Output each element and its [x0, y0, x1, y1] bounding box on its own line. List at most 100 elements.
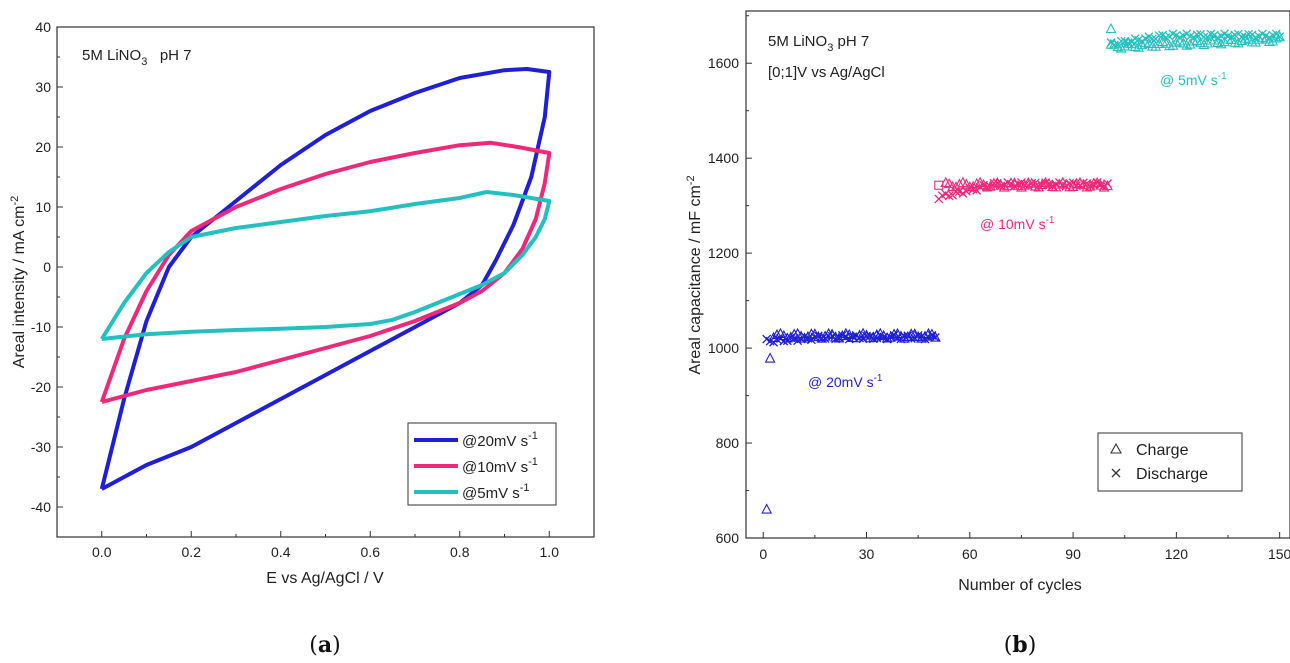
panel-a-series-line	[100, 190, 552, 341]
panel-b-legend: Charge Discharge	[1097, 432, 1243, 492]
panel-b-y-tick-label: 1400	[708, 150, 739, 166]
discharge-point	[772, 334, 782, 344]
panel-a-x-tick-label: 1.0	[540, 544, 560, 560]
panel-b-frame	[745, 10, 1290, 539]
charge-point	[1229, 36, 1241, 47]
panel-a-y-tick-label: -20	[31, 379, 51, 395]
charge-point	[1115, 42, 1127, 53]
panel-a-x-tick-label: 0.4	[271, 544, 291, 560]
charge-point	[1188, 35, 1200, 46]
discharge-point	[1027, 178, 1037, 188]
charge-point	[802, 330, 814, 342]
discharge-point	[951, 187, 961, 197]
panel-a-y-tick-label: -10	[31, 319, 51, 335]
charge-point	[1153, 37, 1165, 48]
charge-point	[1215, 38, 1227, 49]
panel-a-legend-label: @10mV s-1	[462, 456, 538, 476]
panel-a-x-tick-label: 0.8	[450, 544, 470, 560]
panel-b-x-tick-label: 90	[1065, 546, 1081, 562]
panel-a-y-tick-label: 0	[43, 259, 51, 275]
discharge-point	[930, 333, 940, 342]
panel-b-legend-label: Charge	[1136, 442, 1189, 459]
charge-point	[1170, 36, 1182, 47]
panel-b-segment-label: @ 5mV s-1	[1160, 71, 1227, 88]
charge-point	[1236, 34, 1248, 45]
panel-b-segment-label: @ 10mV s-1	[980, 215, 1055, 232]
panel-b-segment-label: @ 20mV s-1	[808, 373, 883, 390]
charge-point	[771, 328, 783, 340]
panel-a-cv-plot: 0.0 0.2 0.4 0.6 0.8 1.0-40-30-20-10010203040 …	[9, 19, 595, 658]
panel-b-annotation-line2: [0;1]V vs Ag/AgCl	[768, 64, 885, 81]
panel-b-y-tick-label: 1200	[708, 245, 739, 261]
panel-a-legend-label: @5mV s-1	[462, 482, 530, 502]
charge-point	[761, 503, 773, 514]
panel-a-x-tick-label: 0.2	[182, 544, 202, 560]
panel-b-y-tick-label: 600	[716, 530, 740, 546]
panel-a-y-tick-label: 40	[35, 19, 51, 35]
panel-a-x-tick-label: 0.6	[361, 544, 381, 560]
panel-a-y-tick-label: 10	[35, 199, 51, 215]
charge-point	[1129, 40, 1141, 51]
charge-point	[1253, 33, 1265, 44]
panel-b-caption: (b)	[1004, 632, 1037, 658]
panel-b-legend-box	[1097, 432, 1243, 492]
discharge-point	[1161, 32, 1171, 42]
panel-a-series	[99, 67, 552, 491]
charge-point	[1201, 37, 1213, 48]
charge-point	[764, 352, 776, 363]
panel-b-x-tick-label: 60	[962, 546, 978, 562]
panel-b-x-axis-title: Number of cycles	[958, 577, 1082, 594]
charge-point	[854, 329, 866, 340]
discharge-point	[1109, 40, 1119, 50]
legend-charge-marker	[1110, 442, 1122, 454]
discharge-point	[1230, 30, 1240, 40]
legend-discharge-marker	[1111, 468, 1121, 478]
charge-point	[954, 178, 965, 189]
panel-b-y-tick-label: 1000	[708, 340, 739, 356]
panel-b-y-tick-label: 800	[716, 435, 740, 451]
charge-point	[1105, 22, 1117, 34]
panel-a-annotation: 5M LiNO3 pH 7	[82, 47, 192, 68]
charge-point	[1133, 41, 1144, 52]
panel-b-x-tick-label: 30	[859, 546, 875, 562]
charge-point	[1136, 38, 1148, 50]
panel-a-series-line	[99, 140, 552, 404]
panel-b-series	[761, 22, 1286, 514]
panel-b-ticks: 0 30 60 90 120 150 600 800 1000 1200 1400 1600	[708, 15, 1290, 562]
panel-a-x-tick-label: 0.0	[92, 544, 112, 560]
charge-point	[934, 180, 944, 190]
panel-a-y-tick-label: 30	[35, 79, 51, 95]
panel-b-x-tick-label: 150	[1268, 546, 1290, 562]
charge-point	[1274, 30, 1286, 42]
panel-a-legend: @20mV s-1 @10mV s-1 @5mV s-1	[407, 422, 557, 506]
charge-point	[902, 330, 914, 342]
charge-point	[1102, 179, 1113, 191]
panel-b-segment-labels: @ 20mV s-1 @ 10mV s-1 @ 5mV s-1	[808, 71, 1227, 390]
charge-point	[1098, 181, 1110, 192]
panel-a-legend-label: @20mV s-1	[462, 430, 538, 450]
panel-b-x-tick-label: 120	[1165, 546, 1189, 562]
discharge-point	[944, 191, 954, 201]
panel-b-y-tick-label: 1600	[708, 55, 739, 71]
panel-a-y-tick-label: -30	[31, 439, 51, 455]
discharge-point	[1275, 32, 1285, 42]
charge-point	[788, 328, 800, 339]
panel-a-ticks: 0.0 0.2 0.4 0.6 0.8 1.0 -40 -30 -20 -10 0 10 20 30 40	[31, 19, 559, 560]
panel-b-x-tick-label: 0	[759, 546, 767, 562]
charge-point	[823, 327, 835, 339]
charge-point	[929, 331, 941, 342]
panel-b-y-axis-title: Areal capacitance / mF cm-2	[685, 175, 704, 374]
panel-a-y-tick-label: -40	[31, 499, 51, 515]
charge-point	[971, 177, 983, 189]
panel-a-x-axis-title: E vs Ag/AgCl / V	[266, 570, 384, 587]
discharge-point	[1147, 34, 1157, 44]
discharge-point	[906, 334, 916, 344]
charge-point	[1232, 37, 1244, 48]
charge-point	[1119, 40, 1131, 51]
panel-a-y-axis-title: Areal intensity / mA cm-2	[9, 196, 28, 369]
panel-b-capacitance-plot: 0 30 60 90 120 150 600 800 1000 1200 1400 1600 5M L…	[685, 10, 1290, 658]
panel-b-annotation-line1: 5M LiNO3 pH 7	[768, 33, 869, 54]
charge-point	[819, 330, 831, 341]
charge-point	[1219, 36, 1230, 47]
